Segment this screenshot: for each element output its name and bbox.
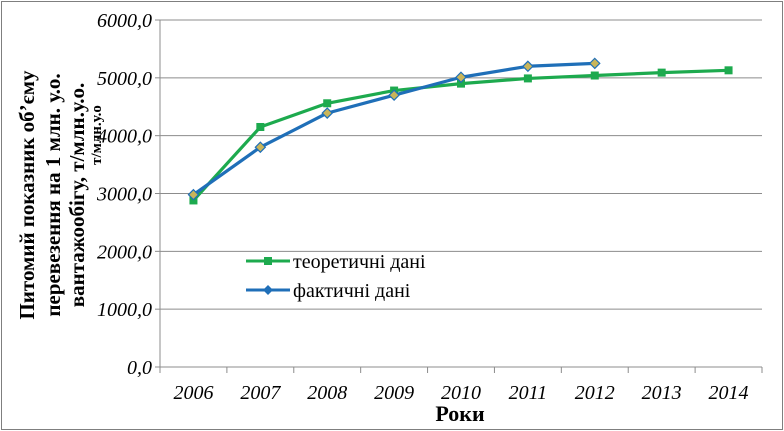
y-axis-title: Питомий показник об’єму перевезення на 1… — [15, 70, 89, 320]
y-axis-title-line-1: Питомий показник об’єму — [15, 70, 39, 320]
x-tick-label: 2013 — [642, 382, 682, 404]
x-tick-label: 2007 — [240, 382, 281, 404]
data-point-actual — [388, 89, 400, 102]
legend-marker-actual — [263, 285, 273, 295]
data-point-actual — [187, 188, 200, 201]
data-point-theoretical — [657, 68, 666, 77]
legend-marker-theoretical — [264, 257, 272, 265]
y-tick-label: 4000,0 — [97, 126, 152, 148]
y-tick-label: 3000,0 — [96, 184, 152, 206]
y-axis-unit-overlay: т/млн.у.о — [89, 105, 105, 165]
x-tick-label: 2008 — [307, 382, 347, 404]
data-point-theoretical — [256, 122, 265, 131]
axes — [155, 19, 763, 373]
x-tick-labels: 2006 2007 2008 2009 2010 2011 2012 2013 2014 — [173, 382, 748, 404]
data-point-theoretical — [590, 71, 599, 80]
legend: теоретичні дані фактичні дані — [246, 251, 426, 302]
data-point-actual — [254, 141, 267, 154]
data-point-actual — [588, 57, 601, 70]
y-tick-label: 1000,0 — [97, 299, 152, 321]
x-tick-label: 2006 — [173, 382, 213, 404]
y-tick-labels: 0,0 1000,0 2000,0 3000,0 4000,0 5000,0 6000,0 — [96, 10, 152, 379]
series-group — [187, 57, 733, 205]
y-axis-title-line-2: перевезення на 1 млн. у.о. — [41, 73, 65, 316]
data-point-actual — [522, 60, 534, 73]
y-tick-label: 0,0 — [127, 357, 152, 379]
data-point-theoretical — [323, 99, 332, 108]
x-tick-label: 2009 — [374, 382, 414, 404]
x-axis-title: Роки — [435, 401, 485, 426]
legend-label-theoretical: теоретичні дані — [293, 251, 426, 273]
y-tick-label: 5000,0 — [97, 68, 152, 90]
data-point-actual — [321, 107, 334, 119]
y-tick-label: 2000,0 — [97, 241, 152, 263]
data-point-theoretical — [724, 66, 733, 75]
data-point-actual — [455, 71, 467, 84]
x-tick-label: 2014 — [709, 382, 749, 404]
y-tick-label: 6000,0 — [97, 10, 152, 32]
series-line-actual — [192, 61, 595, 196]
data-point-theoretical — [523, 74, 532, 83]
x-tick-label: 2010 — [441, 382, 481, 404]
legend-label-actual: фактичні дані — [293, 280, 411, 302]
x-tick-label: 2011 — [509, 382, 548, 404]
data-point-theoretical — [457, 79, 465, 88]
y-axis-title-line-3: вантажообігу, т/млн.у.о. — [65, 83, 89, 307]
x-tick-label: 2012 — [575, 382, 615, 404]
gridlines — [160, 19, 762, 310]
